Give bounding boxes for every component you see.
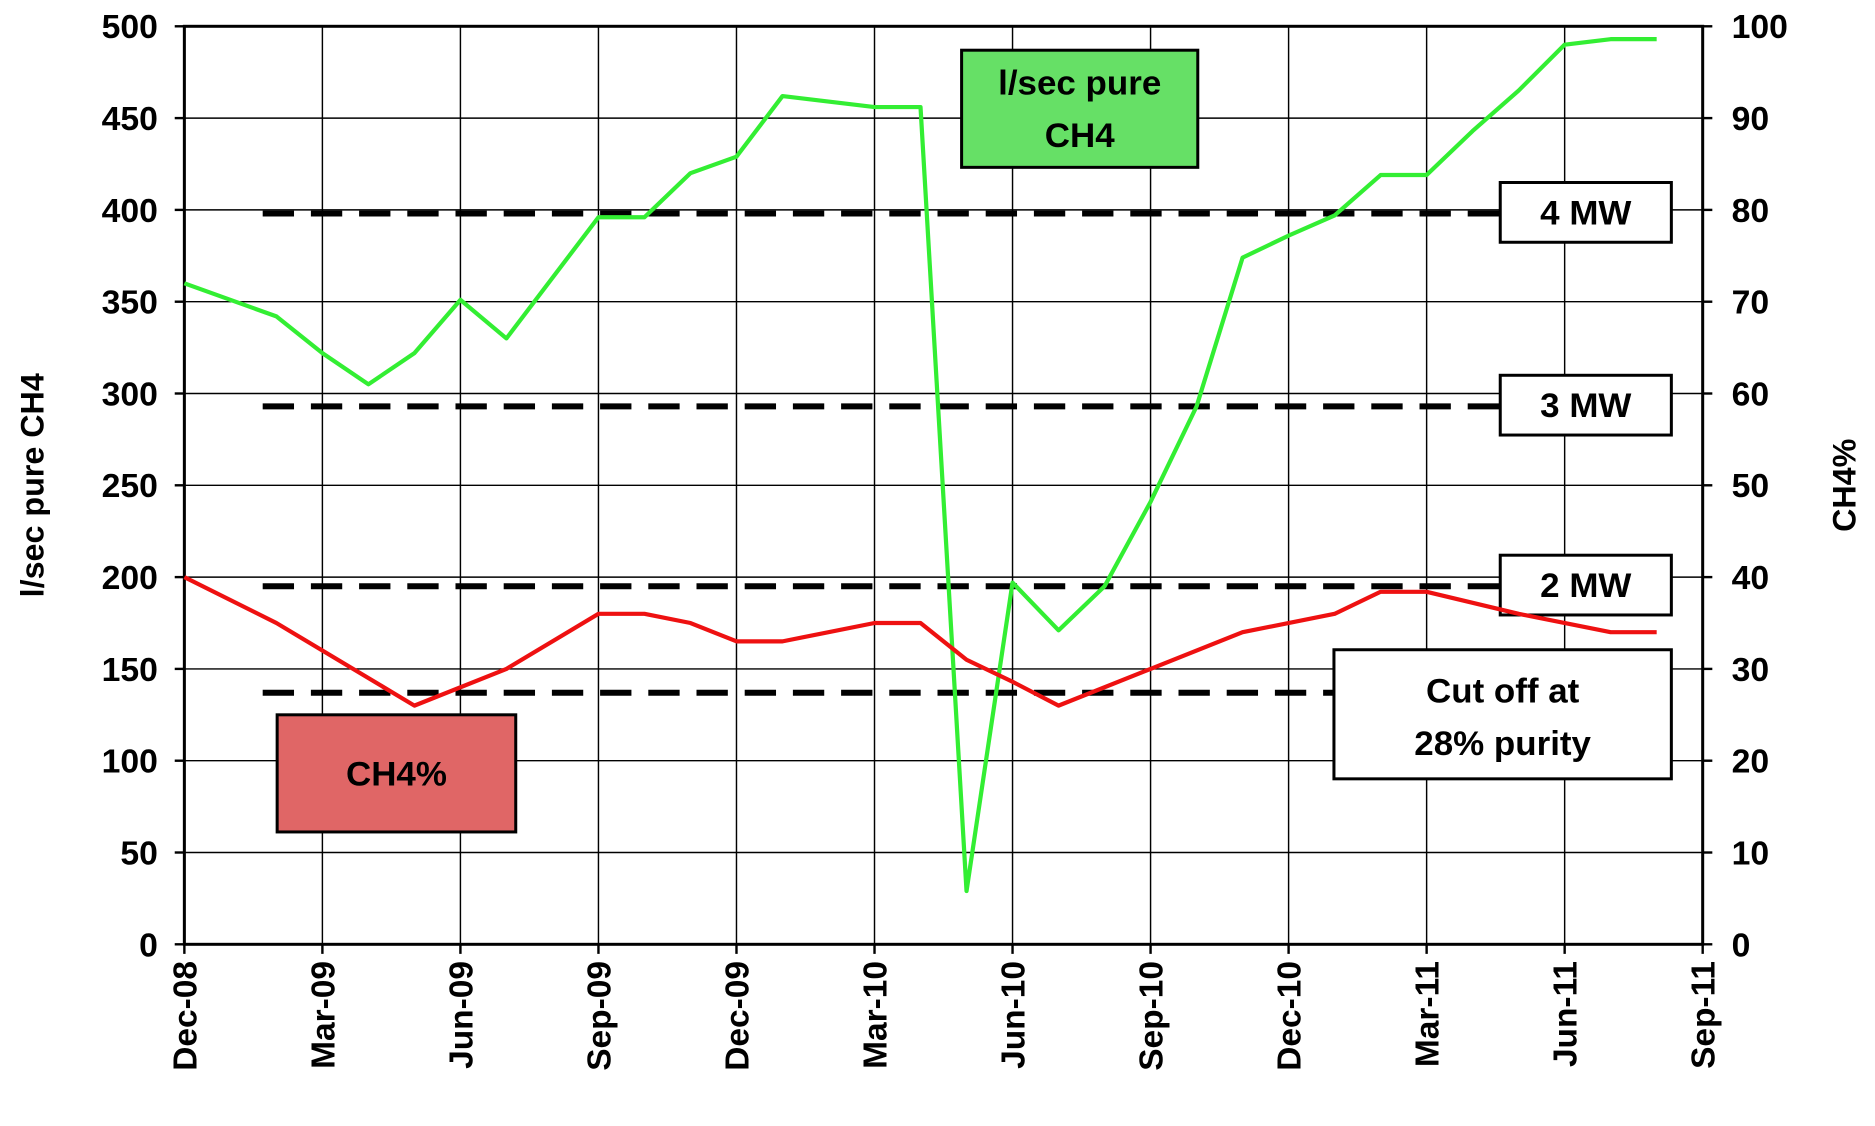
annotation-text: CH4% <box>346 754 447 793</box>
x-tick-label: Jun-11 <box>1548 961 1585 1067</box>
x-tick-label: Sep-11 <box>1686 961 1723 1069</box>
data-line <box>183 37 1657 894</box>
x-tick-label: Sep-10 <box>1134 961 1171 1071</box>
x-tick-label: Mar-09 <box>305 961 342 1069</box>
y2-tick-label: 70 <box>1732 285 1770 322</box>
reference-label-box <box>1498 180 1673 244</box>
y2-tick-label: 80 <box>1732 193 1770 230</box>
y2-tick-label: 0 <box>1732 927 1751 964</box>
y2-tick-label: 10 <box>1732 836 1770 873</box>
y-tick-label: 400 <box>102 193 158 230</box>
y2-tick-label: 90 <box>1732 101 1770 138</box>
y2-tick-label: 60 <box>1732 377 1770 414</box>
y-tick-label: 250 <box>102 468 158 505</box>
y-tick-label: 350 <box>102 285 158 322</box>
y2-axis-label: CH4% <box>1827 439 1863 532</box>
x-tick-label: Mar-11 <box>1410 961 1447 1067</box>
y-tick-label: 200 <box>102 560 158 597</box>
data-line <box>183 575 1657 708</box>
y-tick-label: 500 <box>102 9 158 46</box>
y2-tick-label: 100 <box>1732 9 1788 46</box>
reference-label-box <box>1332 648 1673 781</box>
y2-tick-label: 30 <box>1732 652 1770 689</box>
reference-label-box <box>1498 373 1673 437</box>
x-tick-label: Jun-09 <box>443 961 480 1069</box>
y-tick-label: 50 <box>120 836 158 873</box>
y-tick-label: 300 <box>102 377 158 414</box>
annotation-box <box>960 48 1200 169</box>
reference-label: Cut off at <box>1426 671 1580 710</box>
y-tick-label: 150 <box>102 652 158 689</box>
reference-label: 4 MW <box>1540 193 1631 232</box>
reference-label: 2 MW <box>1540 566 1631 605</box>
reference-label: 28% purity <box>1414 724 1591 763</box>
plot-frame <box>182 24 1705 946</box>
y-tick-label: 0 <box>139 927 158 964</box>
y2-tick-label: 40 <box>1732 560 1770 597</box>
x-tick-label: Dec-08 <box>167 961 204 1071</box>
y2-tick-label: 20 <box>1732 744 1770 781</box>
x-tick-label: Jun-10 <box>995 961 1032 1069</box>
reference-label-box <box>1498 553 1673 617</box>
annotation-text: l/sec pure <box>998 64 1161 103</box>
y-tick-label: 450 <box>102 101 158 138</box>
annotation-text: CH4 <box>1045 116 1116 155</box>
x-tick-label: Sep-09 <box>581 961 618 1071</box>
annotation-box <box>275 713 518 834</box>
x-tick-label: Dec-09 <box>719 961 756 1071</box>
y-tick-label: 100 <box>102 744 158 781</box>
y-axis-label: l/sec pure CH4 <box>14 373 50 597</box>
x-tick-label: Mar-10 <box>857 961 894 1069</box>
y2-tick-label: 50 <box>1732 468 1770 505</box>
x-tick-label: Dec-10 <box>1272 961 1309 1071</box>
reference-label: 3 MW <box>1540 386 1631 425</box>
